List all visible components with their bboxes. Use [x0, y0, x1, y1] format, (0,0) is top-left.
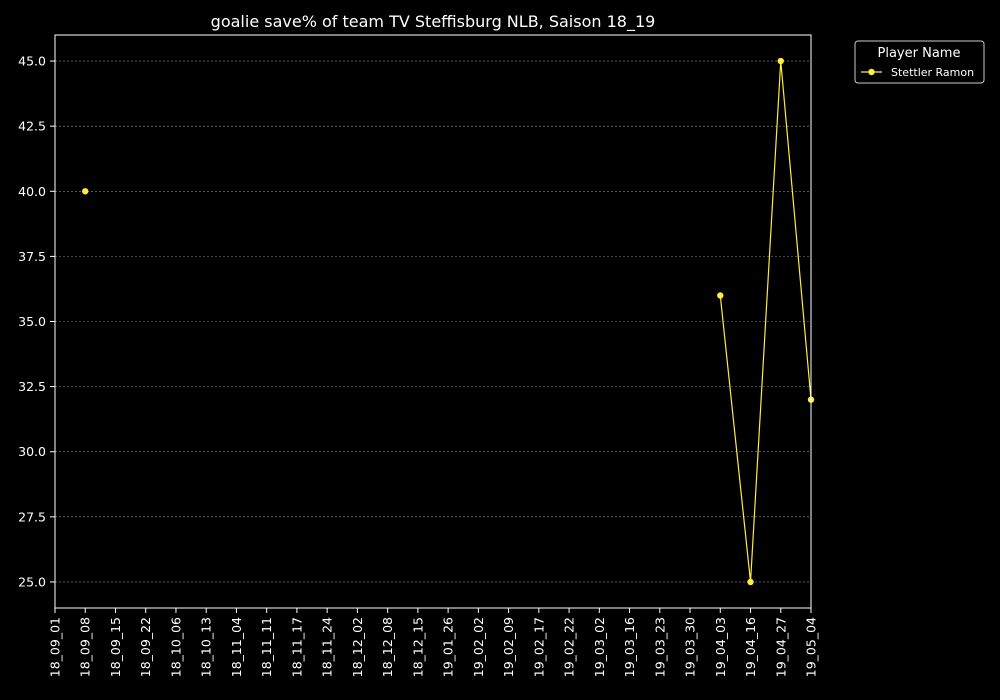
series-line: [719, 60, 812, 583]
x-tick-label: 18_11_24: [320, 617, 335, 677]
y-tick-label: 25.0: [18, 574, 46, 589]
data-point: [82, 188, 89, 195]
x-tick-label: 19_03_16: [622, 617, 637, 677]
axes: 25.0 27.5 30.0 32.5 35.0 37.5 40.0 42.5 45.0 18_0…: [18, 34, 819, 677]
y-tick-label: 30.0: [18, 444, 46, 459]
x-tick-label: 19_03_02: [592, 617, 607, 677]
x-tick-label: 19_05_04: [804, 617, 819, 677]
data-point: [777, 57, 784, 65]
chart-title: goalie save% of team TV Steffisburg NLB,…: [211, 12, 656, 32]
x-tick-label: 18_11_04: [229, 617, 244, 677]
x-tick-label: 18_11_11: [259, 617, 274, 677]
x-tick-label: 18_10_13: [199, 617, 214, 677]
grid: [55, 35, 811, 608]
y-tick-label: 40.0: [18, 184, 46, 199]
legend-box: [854, 40, 985, 84]
plot-frame: [54, 34, 812, 609]
data-point: [717, 292, 724, 299]
x-tick-label: 19_02_02: [471, 617, 486, 677]
legend-series-marker: [868, 68, 875, 76]
y-tick-label: 37.5: [18, 249, 46, 264]
x-tick-label: 18_09_01: [48, 617, 63, 677]
data-point: [747, 578, 754, 586]
x-tick-label: 18_10_06: [168, 617, 183, 677]
x-tick-label: 18_09_08: [78, 617, 93, 677]
legend-title: Player Name: [878, 46, 961, 61]
x-tick-label: 19_03_23: [652, 617, 667, 677]
x-tick-label: 18_09_15: [108, 617, 123, 677]
x-tick-label: 19_04_27: [773, 617, 788, 677]
x-tick-label: 19_02_17: [531, 617, 546, 677]
y-tick-label: 45.0: [18, 54, 46, 69]
x-tick-label: 18_09_22: [138, 617, 153, 677]
x-tick-label: 19_02_09: [501, 617, 516, 677]
y-tick-label: 35.0: [18, 314, 46, 329]
x-tick-label: 19_04_16: [743, 617, 758, 677]
x-tick-label: 19_03_30: [683, 617, 698, 677]
x-tick-label: 19_04_03: [713, 617, 728, 677]
legend-series-label: Stettler Ramon: [891, 66, 974, 79]
y-tick-label: 27.5: [18, 509, 46, 524]
x-tick-label: 18_11_17: [289, 617, 304, 677]
y-tick-label: 32.5: [18, 379, 46, 394]
x-tick-label: 18_12_15: [410, 617, 425, 677]
x-tick-label: 19_01_26: [441, 617, 456, 677]
x-tick-label: 18_12_08: [380, 617, 395, 677]
x-tick-label: 19_02_22: [562, 617, 577, 677]
x-tick-label: 18_12_02: [350, 617, 365, 677]
y-tick-label: 42.5: [18, 119, 46, 134]
legend: Player Name Stettler Ramon: [854, 40, 985, 84]
